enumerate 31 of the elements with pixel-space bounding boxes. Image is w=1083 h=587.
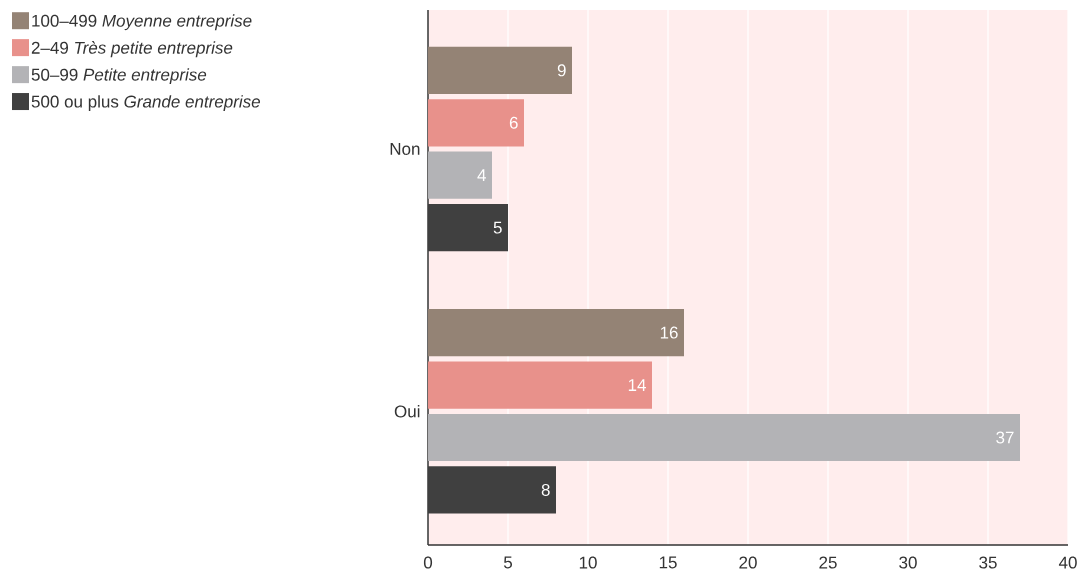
x-tick-label: 10 [579,556,597,569]
data-label: 37 [996,431,1014,444]
data-label: 4 [477,169,486,182]
data-label: 8 [541,483,550,496]
bar [428,151,492,199]
bar [428,308,684,357]
x-tick-label: 30 [899,556,917,569]
bar [428,99,524,147]
legend-label: 500 ou plus Grande entreprise [31,95,260,111]
x-tick-label: 40 [1058,556,1077,569]
x-tick-label: 5 [503,556,513,569]
data-label: 14 [628,379,646,391]
bar [428,466,556,514]
legend-label: 2–49 Très petite entreprise [31,41,233,58]
legend-label: 100–499 Moyenne entreprise [32,14,252,31]
bar [428,46,572,94]
y-tick-label: Oui [394,405,420,418]
data-label: 5 [493,221,502,234]
data-label: 9 [557,64,566,77]
data-label: 6 [509,116,518,129]
y-tick-label: Non [390,143,420,155]
bar [428,361,652,409]
x-tick-label: 15 [659,556,677,569]
x-tick-label: 25 [819,556,837,569]
x-tick-label: 20 [739,556,757,569]
x-tick-label: 0 [423,556,433,569]
x-tick-label: 35 [979,556,997,569]
bar [428,413,1021,462]
legend-label: 50–99 Petite entreprise [31,68,207,85]
data-label: 16 [660,326,678,339]
bar [428,204,508,252]
